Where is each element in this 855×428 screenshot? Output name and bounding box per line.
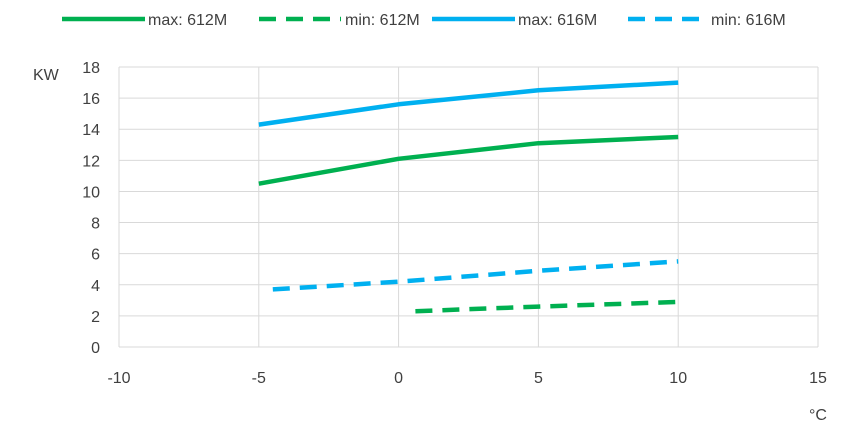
- x-tick-label: -10: [107, 370, 130, 387]
- series-line-2: [258, 80, 679, 127]
- legend-label-0: max: 612M: [148, 12, 227, 29]
- series-layer: [258, 80, 679, 314]
- y-tick-label: 8: [91, 216, 100, 233]
- y-tick-label: 14: [82, 122, 100, 139]
- series-line-1: [415, 299, 679, 314]
- x-axis-title: °C: [809, 407, 827, 424]
- x-tick-label: 10: [669, 370, 687, 387]
- legend: max: 612M min: 612M max: 616M min: 616M: [62, 12, 786, 29]
- legend-label-2: max: 616M: [518, 12, 597, 29]
- axis-layer: -10 -5 0 5 10 15 0 2 4 6 8 10 12 14 16 18: [82, 60, 827, 387]
- y-tick-label: 4: [91, 278, 100, 295]
- x-tick-label: 5: [534, 370, 543, 387]
- y-tick-label: 2: [91, 309, 100, 326]
- y-tick-label: 10: [82, 184, 100, 201]
- y-tick-label: 18: [82, 60, 100, 77]
- grid-layer: [118, 66, 819, 348]
- series-line-0: [258, 134, 679, 186]
- x-tick-label: 15: [809, 370, 827, 387]
- y-tick-label: 6: [91, 247, 100, 264]
- y-tick-label: 16: [82, 91, 100, 108]
- series-line-3: [272, 259, 679, 292]
- x-tick-label: -5: [252, 370, 266, 387]
- y-tick-label: 12: [82, 153, 100, 170]
- y-tick-label: 0: [91, 340, 100, 357]
- y-axis-title: KW: [33, 67, 60, 84]
- legend-label-3: min: 616M: [711, 12, 786, 29]
- x-tick-label: 0: [394, 370, 403, 387]
- legend-label-1: min: 612M: [345, 12, 420, 29]
